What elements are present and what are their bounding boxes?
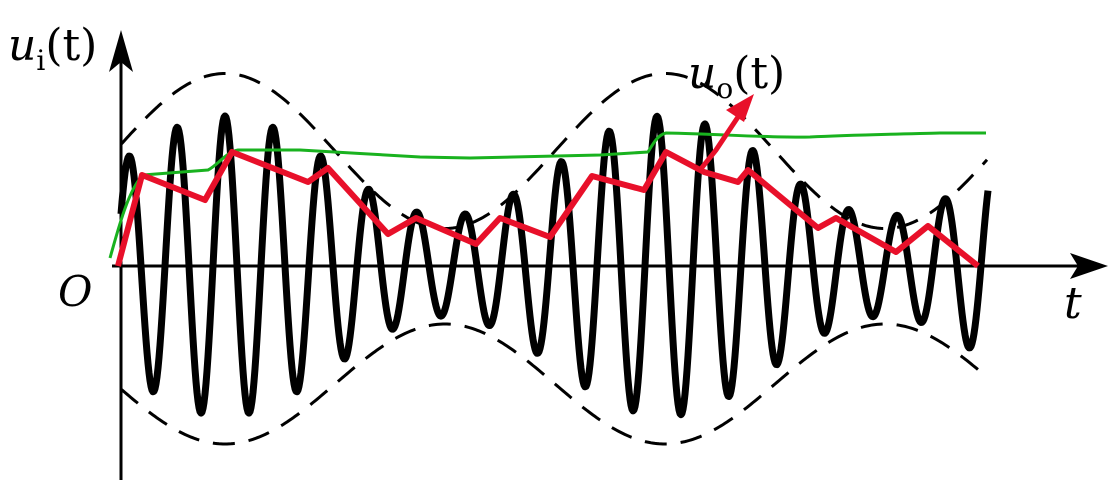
- output-pointer-arrowhead: [726, 94, 754, 122]
- lower-envelope: [120, 322, 988, 446]
- y-axis-label: ui(t): [8, 20, 97, 77]
- output-label: uo(t): [688, 48, 785, 105]
- smoothed-output-curve: [108, 131, 986, 259]
- output-pointer-arrow: [697, 111, 743, 173]
- origin-label: O: [58, 267, 92, 316]
- detector-output-curve: [115, 149, 980, 269]
- x-axis-arrow: [1070, 253, 1108, 279]
- x-axis-label: t: [1064, 278, 1082, 329]
- y-axis-arrow: [109, 30, 133, 72]
